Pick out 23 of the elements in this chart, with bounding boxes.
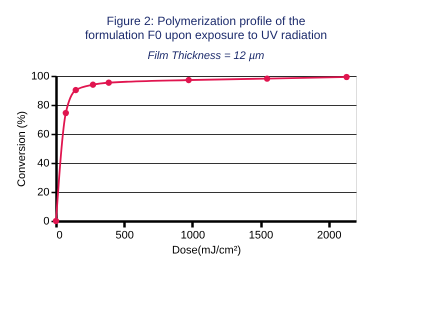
x-tick-label: 1000 (180, 230, 206, 242)
y-tick-label: 40 (37, 158, 50, 170)
x-axis-title: Dose(mJ/cm²) (172, 244, 242, 256)
x-tick-label: 1500 (248, 230, 274, 242)
y-axis-title: Conversion (%) (16, 111, 28, 187)
x-tick-label: 0 (56, 230, 63, 242)
text: Figure 2: Polymerization profile of the (106, 14, 306, 28)
y-tick-label: 100 (31, 70, 50, 82)
x-tick-label: 500 (116, 230, 134, 242)
chart-subtitle: Film Thickness = 12 µm (148, 50, 264, 62)
y-tick-label: 0 (43, 216, 50, 228)
x-tick-label: 2000 (316, 230, 342, 242)
point (186, 76, 192, 84)
text: formulation F0 upon exposure to UV radiation (84, 28, 328, 42)
point (264, 75, 270, 82)
y-tick-label: 80 (37, 100, 50, 112)
y-tick-label: 20 (37, 186, 50, 198)
point (62, 110, 69, 116)
point (72, 86, 79, 94)
y-tick-label: 60 (37, 128, 50, 140)
point (90, 82, 96, 88)
point (343, 74, 350, 80)
point (106, 80, 112, 86)
